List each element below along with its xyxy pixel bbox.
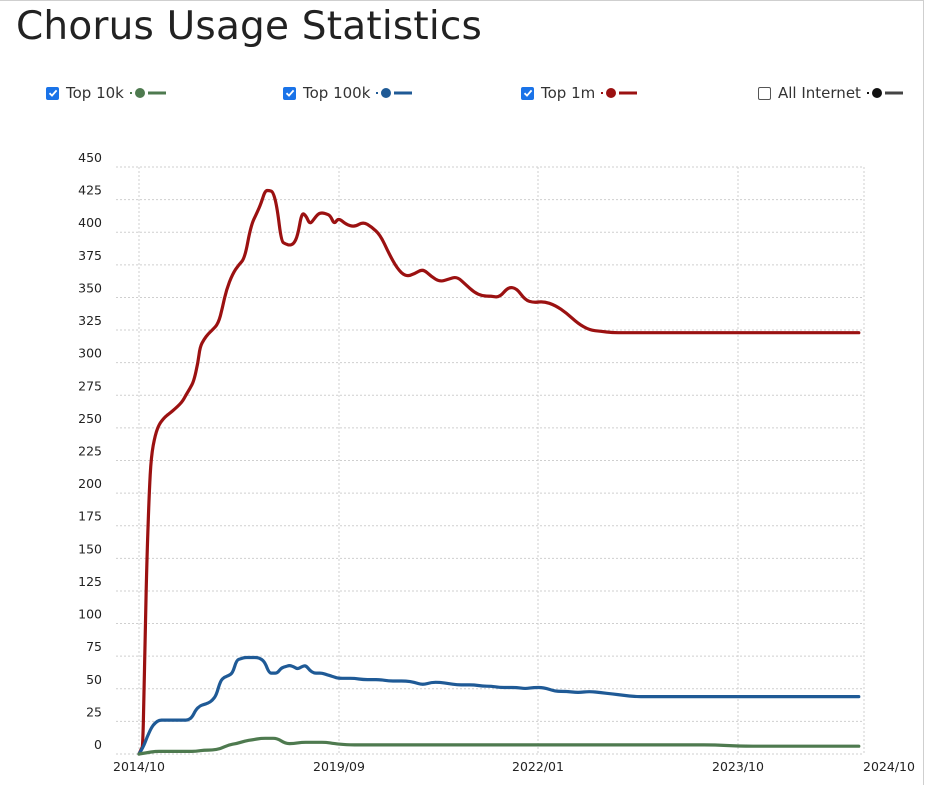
y-tick-label: 225 [78,444,102,459]
legend-toggle-top-10k[interactable]: Top 10k [46,84,168,102]
y-tick-label: 250 [78,411,102,426]
legend-swatch-top-10k [129,88,166,98]
series-line-top-1m [137,188,861,756]
checkbox-all-internet[interactable] [758,86,771,100]
chart-series [137,188,861,756]
check-icon [523,89,532,97]
legend-label-top-1m: Top 1m [541,84,596,102]
checkbox-top-1m[interactable] [521,86,534,100]
legend-swatch-top-1m [601,88,638,98]
y-tick-label: 175 [78,509,102,524]
x-tick-label: 2019/09 [313,759,365,774]
check-icon [48,89,57,97]
check-icon [285,89,294,97]
checkbox-top-10k[interactable] [46,86,59,100]
y-axis-ticks: 4504254003753503253002752502252001751501… [78,150,102,752]
legend-swatch-all-internet [866,88,903,98]
chart-grid [116,166,865,755]
y-tick-label: 25 [86,704,102,719]
y-tick-label: 75 [86,639,102,654]
y-tick-label: 425 [78,183,102,198]
legend-toggle-top-1m[interactable]: Top 1m [521,84,639,102]
y-tick-label: 450 [78,150,102,165]
y-tick-label: 0 [94,737,102,752]
x-tick-label: 2022/01 [512,759,564,774]
x-tick-label: 2023/10 [712,759,764,774]
legend-label-top-10k: Top 10k [66,84,124,102]
y-tick-label: 100 [78,607,102,622]
y-tick-label: 200 [78,476,102,491]
checkbox-top-100k[interactable] [283,86,296,100]
y-tick-label: 375 [78,248,102,263]
legend-label-all-internet: All Internet [778,84,861,102]
y-tick-label: 350 [78,280,102,295]
series-line-top-10k [137,736,861,756]
y-tick-label: 325 [78,313,102,328]
y-tick-label: 400 [78,215,102,230]
legend-toggle-top-100k[interactable]: Top 100k [283,84,414,102]
page-title: Chorus Usage Statistics [16,4,483,49]
x-tick-label: 2014/10 [113,759,165,774]
series-line-top-100k [137,655,861,756]
legend-toggle-all-internet[interactable]: All Internet [758,84,905,102]
x-axis-ticks: 2014/10 2019/09 2022/01 2023/10 2024/10 [113,759,915,774]
legend-swatch-top-100k [376,88,413,98]
y-tick-label: 275 [78,378,102,393]
y-tick-label: 50 [86,672,102,687]
y-tick-label: 300 [78,346,102,361]
legend-label-top-100k: Top 100k [303,84,371,102]
x-tick-label: 2024/10 [863,759,915,774]
y-tick-label: 125 [78,574,102,589]
y-tick-label: 150 [78,541,102,556]
